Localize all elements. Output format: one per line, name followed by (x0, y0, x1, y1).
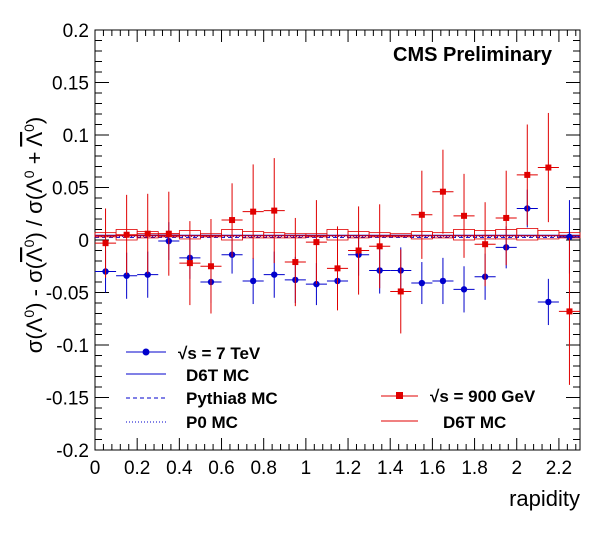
axes: 0 0.2 0.4 0.6 0.8 1 1.2 1.4 1.6 1.8 2 2.2 -0.2 -0.15 -… (46, 21, 580, 479)
data-point (144, 230, 151, 237)
y-tick-label: -0.15 (46, 389, 89, 410)
x-tick-label: 0.6 (208, 458, 234, 479)
x-tick-label: 0.2 (124, 458, 150, 479)
legend-900-d6t-label: D6T MC (443, 413, 506, 432)
data-point (439, 188, 446, 195)
data-point (207, 263, 214, 270)
data-point (461, 212, 468, 219)
data-point (418, 279, 426, 287)
x-tick-label: 2.2 (546, 458, 572, 479)
y-tick-label: -0.05 (46, 284, 89, 305)
legend-7tev-label: √s = 7 TeV (178, 344, 261, 363)
x-tick-label: 0.4 (166, 458, 193, 479)
legend-7tev-energy: = 7 TeV (197, 344, 261, 363)
ylabel-sup: 0 (21, 310, 37, 318)
data-point (229, 217, 236, 224)
y-axis-label: σ(Λ0) - σ(Λ0) / σ(Λ0 + Λ0) (21, 117, 47, 353)
data-point (186, 260, 193, 267)
ylabel-part: σ(Λ (22, 317, 47, 353)
legend-p0-label: P0 MC (186, 413, 238, 432)
y-tick-label: 0.15 (52, 74, 89, 95)
data-point (271, 207, 278, 214)
y-tick-label: 0.05 (52, 179, 89, 200)
data-point (355, 247, 362, 254)
ylabel-bar: Λ (22, 247, 47, 262)
data-point (144, 271, 151, 278)
ylabel-bar: Λ (22, 132, 47, 147)
data-point (123, 231, 130, 238)
data-point (313, 239, 320, 246)
data-series (95, 112, 580, 385)
legend-pythia8-label: Pythia8 MC (186, 389, 278, 408)
ylabel-part: + (22, 147, 47, 171)
mc-900-box (516, 228, 539, 241)
data-point (292, 259, 299, 266)
y-tick-label: 0.1 (63, 126, 89, 147)
ylabel-part: ) - σ( (22, 261, 47, 309)
data-point (250, 208, 257, 215)
legend-7tev: √s = 7 TeV D6T MC Pythia8 MC P0 MC (126, 344, 278, 432)
data-point (123, 272, 130, 279)
y-tick-label: 0 (78, 231, 89, 252)
x-tick-label: 1.4 (377, 458, 404, 479)
x-tick-label: 2 (511, 458, 522, 479)
data-point (165, 230, 172, 237)
data-point (271, 271, 278, 278)
legend-900-sqrt: √s (430, 387, 449, 406)
annotation: CMS Preliminary (393, 44, 553, 66)
data-point (439, 277, 447, 285)
ylabel-part: ) / σ(Λ (22, 178, 47, 240)
y-tick-label: 0.2 (63, 21, 89, 42)
ylabel-sup: 0 (21, 239, 37, 247)
data-point (460, 286, 468, 293)
data-point (566, 308, 573, 315)
data-point (566, 233, 573, 241)
data-point (418, 211, 425, 218)
data-point (334, 265, 341, 272)
x-tick-label: 0 (90, 458, 101, 479)
data-point (503, 214, 510, 221)
data-point (545, 164, 552, 171)
y-tick-label: -0.1 (56, 336, 89, 357)
data-point (482, 241, 489, 248)
data-point (524, 171, 531, 178)
legend-900-energy: = 900 GeV (449, 387, 536, 406)
x-tick-label: 1 (301, 458, 312, 479)
x-tick-label: 1.6 (419, 458, 445, 479)
data-point (102, 240, 109, 247)
data-point (376, 243, 383, 250)
data-point (249, 277, 257, 285)
legend-7tev-sqrt: √s (178, 344, 197, 363)
x-tick-label: 1.2 (335, 458, 361, 479)
legend-900-label: √s = 900 GeV (430, 387, 536, 406)
x-tick-label: 0.8 (250, 458, 276, 479)
data-point (397, 288, 404, 295)
data-point (545, 298, 552, 306)
mc-900-box (537, 230, 560, 240)
legend-d6t-label: D6T MC (186, 366, 249, 385)
y-tick-label: -0.2 (56, 441, 89, 462)
x-tick-label: 1.8 (461, 458, 487, 479)
legend-900-marker (396, 392, 403, 399)
series-1 (95, 112, 580, 385)
x-axis-label: rapidity (509, 486, 580, 511)
ylabel-sup: 0 (21, 170, 37, 178)
ylabel-sup: 0 (21, 124, 37, 132)
ylabel-part: ) (22, 117, 47, 124)
legend-900gev: √s = 900 GeV D6T MC (381, 387, 536, 432)
legend-7tev-marker (142, 348, 150, 356)
